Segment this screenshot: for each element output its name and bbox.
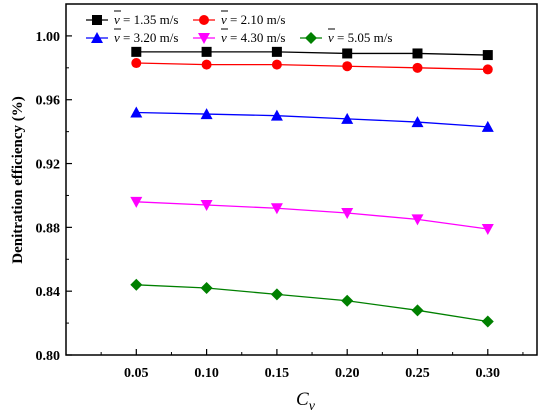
data-point [341, 294, 354, 307]
series-5 [130, 278, 494, 328]
data-point [131, 46, 142, 57]
legend-item: v = 1.35 m/s [86, 10, 178, 27]
series-line [136, 284, 488, 323]
series-1 [131, 46, 493, 61]
data-point [201, 59, 212, 70]
data-point [412, 48, 423, 59]
series-line [136, 201, 488, 230]
x-axis-title: Cv [296, 389, 316, 414]
data-point [342, 48, 353, 59]
series-4 [130, 196, 494, 235]
series-2 [131, 58, 493, 75]
legend-label: v = 5.05 m/s [328, 30, 392, 45]
x-tick-label: 0.15 [265, 366, 290, 381]
data-point [411, 214, 424, 226]
x-axis-title-sub: v [309, 399, 316, 414]
data-point [130, 106, 143, 118]
data-point [200, 108, 213, 120]
data-point [200, 281, 213, 294]
series-layer [130, 46, 494, 328]
legend-item: v = 4.30 m/s [193, 28, 285, 45]
y-axis-title: Denitration efficiency (%) [10, 96, 26, 263]
legend-item: v = 3.20 m/s [86, 28, 178, 45]
data-point [411, 116, 424, 128]
y-tick-label: 0.92 [36, 158, 61, 173]
y-tick-label: 0.88 [36, 221, 61, 236]
legend-marker [91, 32, 103, 43]
data-point [130, 278, 143, 291]
legend-marker [198, 33, 210, 44]
y-tick-label: 0.96 [36, 94, 61, 109]
legend-label: v = 4.30 m/s [221, 30, 285, 45]
plot-frame [65, 3, 538, 356]
x-tick-label: 0.20 [335, 366, 360, 381]
x-tick-label: 0.30 [476, 366, 501, 381]
data-point [271, 59, 282, 70]
data-point [270, 203, 283, 215]
legend-label: v = 3.20 m/s [114, 30, 178, 45]
data-point [341, 208, 354, 220]
data-point [341, 112, 354, 124]
series-line [136, 62, 488, 71]
legend-marker [92, 15, 102, 25]
legend: v = 1.35 m/s v = 2.10 m/s v = 3.20 m/s v = … [86, 10, 392, 45]
data-point [411, 304, 424, 317]
data-point [131, 58, 142, 69]
data-point [481, 223, 494, 235]
x-axis-title-main: C [296, 389, 309, 410]
y-tick-label: 1.00 [36, 30, 61, 45]
data-point [412, 62, 423, 73]
y-axis-ticks: 0.80 0.84 0.88 0.92 0.96 1.00 [36, 3, 72, 364]
data-point [482, 64, 493, 75]
x-axis-ticks: 0.05 0.10 0.15 0.20 0.25 0.30 [100, 349, 524, 381]
data-point [270, 109, 283, 121]
data-point [481, 315, 494, 328]
x-tick-label: 0.25 [405, 366, 430, 381]
data-point [481, 120, 494, 132]
data-point [271, 46, 282, 57]
data-point [342, 61, 353, 72]
data-point [200, 200, 213, 212]
series-line [136, 51, 488, 56]
legend-label: v = 2.10 m/s [221, 12, 285, 27]
data-point [482, 50, 493, 61]
legend-marker [199, 15, 209, 25]
y-tick-label: 0.80 [36, 349, 61, 364]
y-tick-label: 0.84 [36, 285, 61, 300]
data-point [270, 288, 283, 301]
data-point [201, 46, 212, 57]
legend-item: v = 5.05 m/s [300, 28, 392, 45]
legend-item: v = 2.10 m/s [193, 10, 285, 27]
legend-label: v = 1.35 m/s [114, 12, 178, 27]
series-3 [130, 106, 494, 132]
x-tick-label: 0.10 [194, 366, 219, 381]
data-point [130, 196, 143, 208]
x-tick-label: 0.05 [124, 366, 149, 381]
legend-marker [305, 32, 317, 44]
series-line [136, 111, 488, 128]
